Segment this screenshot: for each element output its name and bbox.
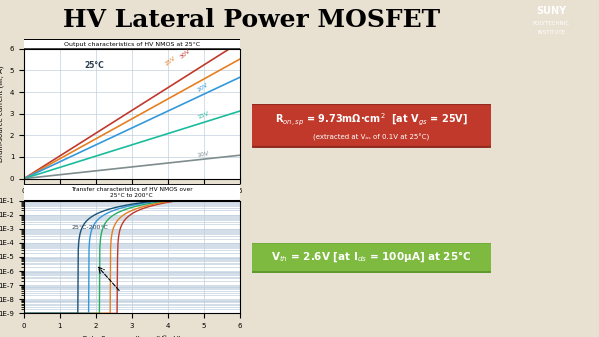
- FancyBboxPatch shape: [16, 39, 248, 49]
- Text: SUNY: SUNY: [536, 6, 566, 16]
- Text: R$_{on,sp}$ = 9.73mΩ·cm$^2$  [at V$_{gs}$ = 25V]: R$_{on,sp}$ = 9.73mΩ·cm$^2$ [at V$_{gs}$…: [275, 112, 468, 128]
- Text: 25°C: 25°C: [84, 61, 104, 70]
- FancyBboxPatch shape: [16, 184, 248, 201]
- Text: Transfer characteristics of HV NMOS over
25°C to 200°C: Transfer characteristics of HV NMOS over…: [71, 187, 193, 198]
- Text: HV Lateral Power MOSFET: HV Lateral Power MOSFET: [63, 8, 440, 32]
- Text: 15V: 15V: [196, 111, 210, 120]
- Text: V$_{th}$ = 2.6V [at I$_{ds}$ = 100μA] at 25°C: V$_{th}$ = 2.6V [at I$_{ds}$ = 100μA] at…: [271, 250, 471, 265]
- FancyBboxPatch shape: [244, 104, 498, 147]
- Text: (extracted at Vₐₛ of 0.1V at 25°C): (extracted at Vₐₛ of 0.1V at 25°C): [313, 134, 429, 141]
- Text: Output characteristics of HV NMOS at 25°C: Output characteristics of HV NMOS at 25°…: [63, 42, 200, 47]
- Y-axis label: Drain-source current (Iₐₛ, A): Drain-source current (Iₐₛ, A): [0, 65, 4, 162]
- Text: 25V: 25V: [164, 55, 177, 67]
- Text: 20V: 20V: [196, 82, 210, 93]
- X-axis label: Gate-Source voltage (Vᴳₛ, V): Gate-Source voltage (Vᴳₛ, V): [82, 335, 181, 337]
- X-axis label: Drain-source voltage (Vₐₛ, V): Drain-source voltage (Vₐₛ, V): [82, 200, 181, 206]
- Text: INSTITUTE: INSTITUTE: [537, 30, 565, 35]
- FancyBboxPatch shape: [244, 242, 498, 272]
- Text: 30V: 30V: [179, 49, 192, 60]
- Text: POLYTECHNIC: POLYTECHNIC: [533, 21, 570, 26]
- Text: 10V: 10V: [196, 151, 209, 158]
- Text: 25°C-200°C: 25°C-200°C: [71, 225, 108, 230]
